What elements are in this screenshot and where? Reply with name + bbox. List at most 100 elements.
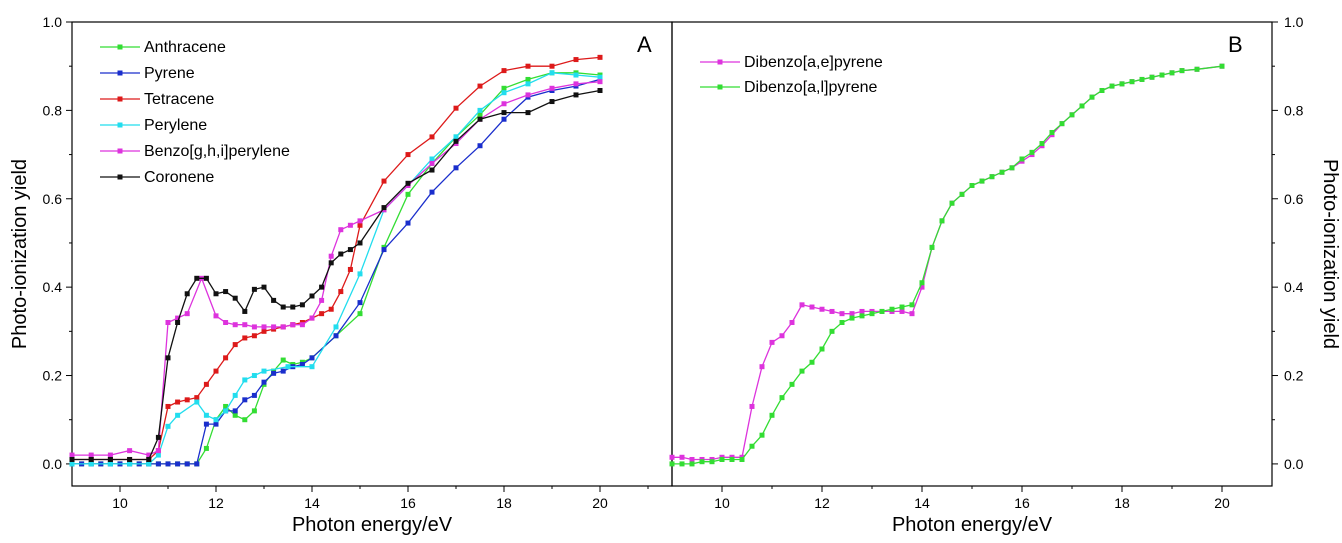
data-point bbox=[477, 83, 483, 89]
data-point bbox=[689, 461, 695, 467]
data-point bbox=[829, 308, 835, 314]
data-point bbox=[381, 178, 387, 184]
data-point bbox=[261, 284, 267, 290]
data-point bbox=[242, 417, 248, 423]
data-point bbox=[759, 364, 765, 370]
data-point bbox=[739, 456, 745, 462]
data-point bbox=[280, 368, 286, 374]
data-point bbox=[769, 339, 775, 345]
data-point bbox=[453, 105, 459, 111]
data-point bbox=[107, 456, 113, 462]
x-tick-label: 10 bbox=[714, 495, 730, 511]
data-point bbox=[869, 311, 875, 317]
y-tick-label: 0.2 bbox=[43, 368, 63, 384]
data-point bbox=[290, 304, 296, 310]
data-point bbox=[989, 174, 995, 180]
data-point bbox=[357, 311, 363, 317]
y-tick-label: 1.0 bbox=[43, 14, 63, 30]
data-point bbox=[669, 461, 675, 467]
data-point bbox=[232, 408, 238, 414]
data-point bbox=[525, 63, 531, 69]
data-point bbox=[381, 247, 387, 253]
legend-marker bbox=[117, 148, 123, 154]
data-point bbox=[769, 412, 775, 418]
data-point bbox=[175, 315, 181, 321]
data-point bbox=[405, 152, 411, 158]
data-point bbox=[194, 461, 200, 467]
data-point bbox=[597, 79, 603, 85]
legend-label: Benzo[g,h,i]perylene bbox=[144, 143, 290, 160]
data-point bbox=[1069, 112, 1075, 118]
series-line-1 bbox=[72, 78, 601, 465]
data-point bbox=[749, 443, 755, 449]
data-point bbox=[859, 308, 865, 314]
x-tick-label: 12 bbox=[208, 495, 224, 511]
data-point bbox=[819, 346, 825, 352]
series-line-4 bbox=[72, 81, 601, 456]
data-point bbox=[242, 335, 248, 341]
data-point bbox=[194, 275, 200, 281]
data-point bbox=[1179, 68, 1185, 74]
data-point bbox=[155, 434, 161, 440]
data-point bbox=[213, 313, 219, 319]
data-point bbox=[319, 284, 325, 290]
data-point bbox=[333, 324, 339, 330]
data-point bbox=[357, 222, 363, 228]
data-point bbox=[194, 395, 200, 401]
data-point bbox=[127, 448, 133, 454]
data-point bbox=[251, 333, 257, 339]
y-tick-label: 0.6 bbox=[1284, 191, 1304, 207]
data-point bbox=[165, 423, 171, 429]
data-point bbox=[1039, 141, 1045, 147]
data-point bbox=[333, 333, 339, 339]
data-point bbox=[232, 392, 238, 398]
legend-marker bbox=[717, 84, 723, 90]
data-point bbox=[357, 300, 363, 306]
data-point bbox=[194, 399, 200, 405]
data-point bbox=[597, 74, 603, 80]
data-point bbox=[309, 355, 315, 361]
data-point bbox=[453, 165, 459, 171]
data-point bbox=[213, 421, 219, 427]
data-point bbox=[165, 319, 171, 325]
data-point bbox=[319, 297, 325, 303]
series-line-0 bbox=[672, 65, 1223, 461]
data-point bbox=[719, 456, 725, 462]
data-point bbox=[232, 295, 238, 301]
data-point bbox=[213, 417, 219, 423]
data-point bbox=[709, 459, 715, 465]
data-point bbox=[280, 304, 286, 310]
panel-label: B bbox=[1228, 32, 1243, 57]
data-point bbox=[232, 342, 238, 348]
data-point bbox=[429, 189, 435, 195]
data-point bbox=[203, 275, 209, 281]
y-tick-label: 0.6 bbox=[43, 191, 63, 207]
data-point bbox=[1169, 70, 1175, 76]
data-point bbox=[405, 180, 411, 186]
data-point bbox=[849, 311, 855, 317]
data-point bbox=[357, 240, 363, 246]
data-point bbox=[573, 72, 579, 78]
data-point bbox=[501, 116, 507, 122]
data-point bbox=[429, 134, 435, 140]
y-axis-title: Photo-ionization yield bbox=[1319, 159, 1341, 349]
x-tick-label: 16 bbox=[400, 495, 416, 511]
legend-label: Dibenzo[a,l]pyrene bbox=[744, 79, 878, 96]
data-point bbox=[328, 253, 334, 259]
panel-label: A bbox=[637, 32, 652, 57]
data-point bbox=[271, 324, 277, 330]
data-point bbox=[525, 81, 531, 87]
data-point bbox=[107, 461, 113, 467]
data-point bbox=[969, 183, 975, 189]
y-tick-label: 0.4 bbox=[1284, 279, 1304, 295]
data-point bbox=[203, 445, 209, 451]
data-point bbox=[525, 76, 531, 82]
data-point bbox=[146, 456, 152, 462]
data-point bbox=[919, 284, 925, 290]
data-point bbox=[729, 456, 735, 462]
data-point bbox=[501, 68, 507, 74]
legend-label: Coronene bbox=[144, 169, 214, 186]
data-point bbox=[146, 461, 152, 467]
data-point bbox=[669, 454, 675, 460]
y-axis-title: Photo-ionization yield bbox=[9, 159, 31, 349]
